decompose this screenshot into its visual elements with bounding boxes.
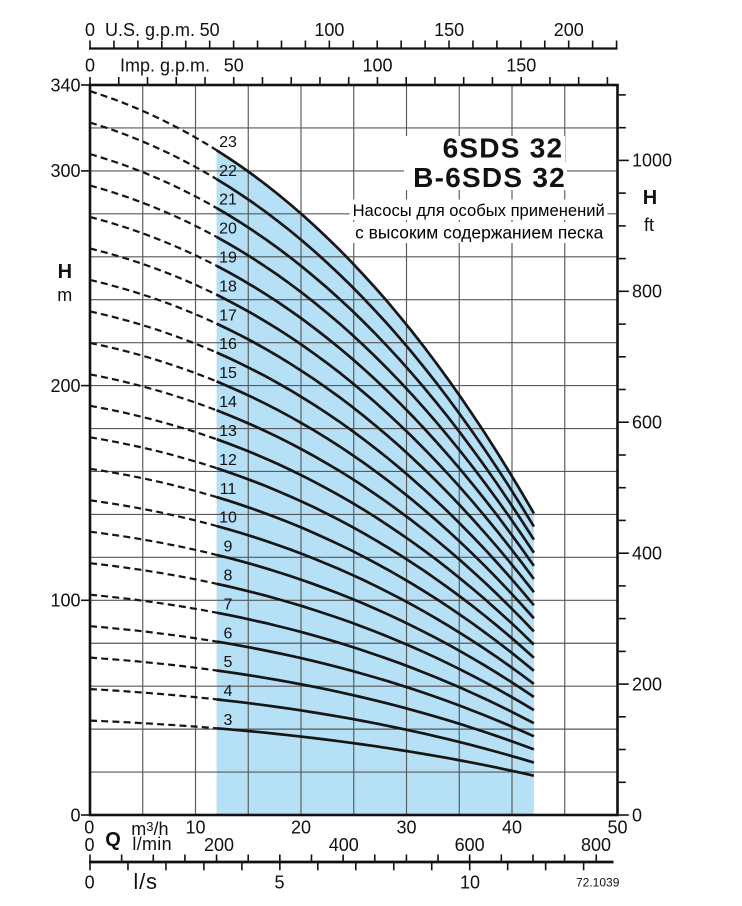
svg-text:3: 3 [224,712,233,729]
svg-text:300: 300 [50,161,80,181]
svg-text:0: 0 [85,20,95,40]
svg-text:10: 10 [185,818,205,838]
svg-text:17: 17 [219,307,237,324]
svg-text:16: 16 [219,336,237,353]
svg-text:0: 0 [85,873,95,893]
svg-text:30: 30 [396,818,416,838]
svg-text:0: 0 [85,56,95,76]
svg-text:14: 14 [219,394,237,411]
svg-text:19: 19 [219,250,237,267]
svg-text:9: 9 [224,539,233,556]
svg-text:50: 50 [200,20,220,40]
svg-text:12: 12 [219,452,237,469]
svg-text:40: 40 [502,818,522,838]
svg-text:ft: ft [644,215,654,235]
svg-text:20: 20 [219,221,237,238]
svg-text:200: 200 [554,20,584,40]
svg-text:400: 400 [632,544,662,564]
svg-text:с высоким содержанием песка: с высоким содержанием песка [355,223,603,243]
svg-text:Насосы для особых применений: Насосы для особых применений [353,201,605,220]
svg-text:150: 150 [434,20,464,40]
svg-text:5: 5 [274,873,284,893]
svg-text:m: m [57,285,72,305]
svg-text:10: 10 [219,510,237,527]
svg-text:13: 13 [219,423,237,440]
svg-text:0: 0 [70,805,80,825]
svg-text:Imp. g.p.m.: Imp. g.p.m. [120,56,210,76]
svg-text:m3/h: m3/h [131,819,168,839]
svg-text:11: 11 [220,481,237,498]
svg-text:B-6SDS 32: B-6SDS 32 [413,162,566,193]
svg-text:5: 5 [224,654,233,671]
svg-text:200: 200 [50,376,80,396]
svg-text:6: 6 [224,625,233,642]
svg-text:50: 50 [224,56,244,76]
svg-text:50: 50 [607,818,627,838]
svg-text:U.S. g.p.m.: U.S. g.p.m. [105,20,195,40]
svg-text:7: 7 [224,596,233,613]
svg-text:21: 21 [219,192,237,209]
svg-text:H: H [643,187,657,209]
svg-text:22: 22 [219,163,237,180]
svg-text:340: 340 [50,75,80,95]
svg-text:18: 18 [219,278,237,295]
svg-text:10: 10 [460,873,480,893]
svg-text:0: 0 [84,818,94,838]
svg-text:23: 23 [219,134,237,151]
svg-text:4: 4 [224,683,233,700]
svg-text:l/min: l/min [132,834,172,854]
svg-text:H: H [58,261,72,283]
svg-text:800: 800 [632,282,662,302]
svg-text:20: 20 [291,818,311,838]
svg-text:200: 200 [632,674,662,694]
svg-text:100: 100 [362,56,392,76]
svg-text:800: 800 [581,835,611,855]
svg-text:8: 8 [224,568,233,585]
svg-text:600: 600 [632,413,662,433]
svg-text:0: 0 [632,805,642,825]
svg-text:100: 100 [314,20,344,40]
svg-text:0: 0 [84,835,94,855]
svg-text:l/s: l/s [133,869,157,894]
svg-text:72.1039: 72.1039 [576,876,620,890]
svg-text:6SDS 32: 6SDS 32 [443,132,564,163]
svg-text:100: 100 [50,591,80,611]
svg-text:15: 15 [219,365,237,382]
svg-text:600: 600 [455,835,485,855]
svg-text:400: 400 [329,835,359,855]
svg-text:1000: 1000 [632,151,672,171]
svg-text:200: 200 [204,835,234,855]
svg-text:Q: Q [105,829,121,851]
svg-text:150: 150 [506,56,536,76]
